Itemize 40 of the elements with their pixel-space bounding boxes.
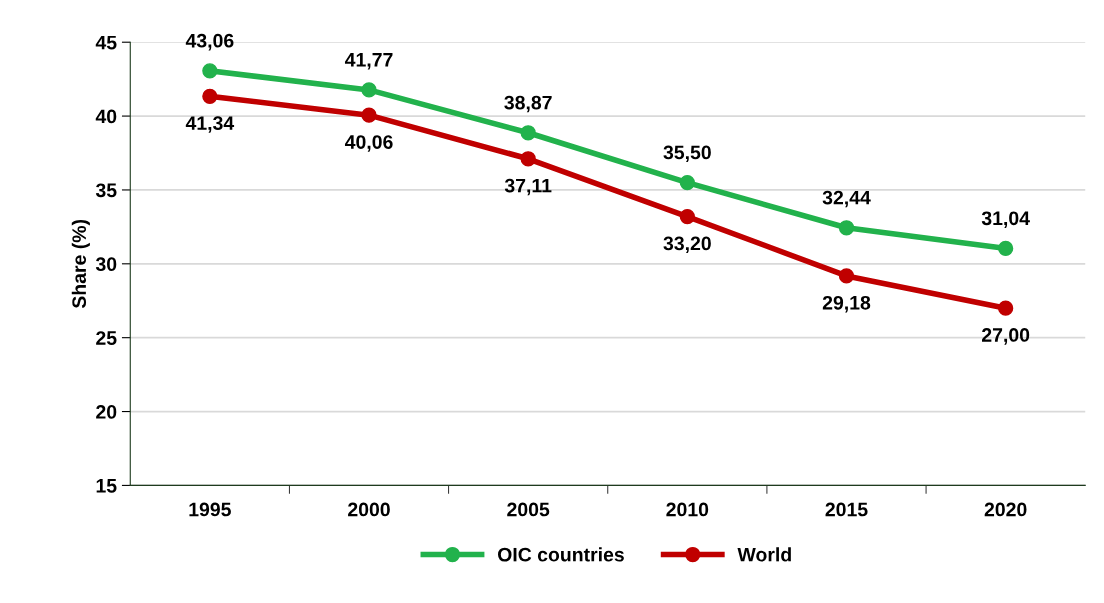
x-tick-label: 2005 — [507, 502, 550, 517]
data-label: 40,06 — [344, 135, 393, 152]
y-tick-label: 20 — [96, 405, 117, 419]
x-tick-label: 2015 — [825, 502, 868, 517]
data-label: 35,50 — [663, 145, 711, 163]
point — [679, 174, 695, 191]
point — [838, 268, 855, 284]
y-tick-label: 40 — [95, 109, 117, 124]
y-tick-label: 45 — [95, 35, 117, 50]
y-tick-label: 35 — [95, 183, 117, 198]
y-tick-label: 30 — [95, 257, 117, 272]
point — [838, 220, 855, 236]
data-label: 41,34 — [185, 116, 235, 133]
point — [520, 151, 536, 167]
x-tick-label: 1995 — [189, 502, 231, 517]
point — [998, 300, 1014, 316]
data-label: 41,77 — [344, 53, 393, 70]
x-tick-label: 2010 — [666, 502, 709, 517]
point — [361, 107, 377, 123]
point — [202, 88, 218, 104]
point — [361, 82, 377, 98]
legend-label: OIC countries — [498, 547, 624, 562]
data-label: 43,06 — [185, 33, 234, 51]
y-tick-label: 25 — [96, 331, 117, 345]
data-label: 27,00 — [982, 328, 1030, 345]
y-tick-label: 15 — [96, 479, 117, 493]
legend-label: World — [737, 547, 791, 562]
data-label: 32,44 — [822, 190, 871, 208]
point — [202, 63, 218, 79]
x-tick-label: 2000 — [348, 502, 390, 517]
point — [520, 125, 536, 141]
data-label: 33,20 — [663, 236, 711, 254]
data-label: 29,18 — [822, 295, 871, 313]
data-label: 31,04 — [981, 211, 1030, 228]
point — [998, 240, 1014, 257]
x-tick-label: 2020 — [984, 502, 1027, 517]
point — [679, 208, 695, 225]
y-axis-title: Share (%) — [71, 219, 90, 309]
data-label: 38,87 — [504, 95, 552, 113]
data-label: 37,11 — [504, 178, 552, 196]
